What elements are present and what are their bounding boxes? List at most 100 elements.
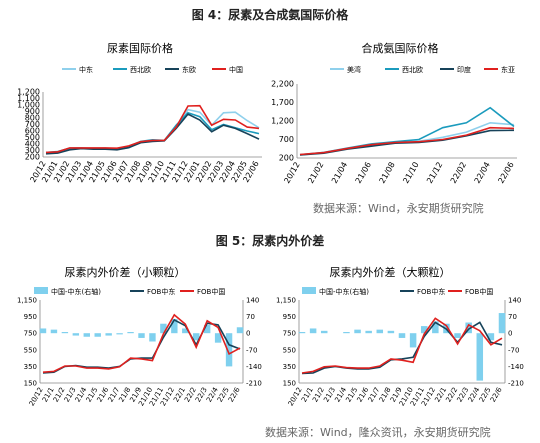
chart-title: 尿素内外价差（小颗粒） xyxy=(65,265,186,279)
series-line xyxy=(42,313,241,373)
series-line xyxy=(42,318,241,374)
y-tick-label: 400 xyxy=(25,140,40,149)
y2-tick-label: 70 xyxy=(508,313,517,321)
x-tick-label: 21/10 xyxy=(401,161,420,185)
bar xyxy=(225,333,233,367)
bar xyxy=(398,333,406,338)
y-tick-label: 750 xyxy=(24,330,37,338)
y2-tick-label: -70 xyxy=(246,346,257,354)
y-tick-label: 1,200 xyxy=(271,117,294,126)
bar xyxy=(105,333,112,336)
bar xyxy=(476,333,484,381)
y-tick-label: 1,150 xyxy=(276,297,296,305)
bar xyxy=(454,333,461,338)
legend-swatch xyxy=(302,287,316,294)
bar xyxy=(309,328,317,334)
y-tick-label: 200 xyxy=(25,153,40,162)
x-tick-label: 21/04 xyxy=(330,161,349,185)
x-tick-label: 22/6 xyxy=(489,386,504,404)
y-tick-label: 700 xyxy=(25,120,40,129)
y-tick-label: 750 xyxy=(283,330,296,338)
bar xyxy=(487,333,495,341)
x-tick-label: 21/08 xyxy=(378,161,397,185)
y-tick-label: 200 xyxy=(279,154,294,163)
figure-4-source: 数据来源：Wind，永安期货研究院 xyxy=(313,202,484,215)
series-line xyxy=(299,106,515,156)
legend-label: FOB中国 xyxy=(197,287,225,296)
y-tick-label: 150 xyxy=(24,380,37,388)
legend-label: 东欧 xyxy=(182,65,196,74)
legend-label: 中国 xyxy=(229,65,243,74)
x-tick-label: 22/06 xyxy=(496,161,515,185)
x-tick-label: 21/12 xyxy=(425,161,444,185)
bar xyxy=(116,333,123,335)
bar xyxy=(160,323,167,334)
legend-label: 美湾 xyxy=(347,65,361,74)
y-tick-label: 150 xyxy=(283,380,296,388)
bar xyxy=(94,333,101,337)
bar xyxy=(182,328,189,334)
legend-label: FOB中东 xyxy=(417,287,445,296)
chart-title: 合成氨国际价格 xyxy=(362,41,439,55)
y-tick-label: 1,200 xyxy=(17,88,40,97)
y2-tick-label: -140 xyxy=(246,363,262,371)
legend-label: 东亚 xyxy=(501,65,515,74)
bar xyxy=(365,330,372,334)
chart-urea-spread-small: 尿素内外价差（小颗粒） 中国-中东(右轴) FOB中东 FOB中国 150 350 550 7… xyxy=(17,265,262,407)
bar xyxy=(39,328,47,334)
y2-tick-label: -140 xyxy=(508,363,524,371)
y-tick-label: 800 xyxy=(25,114,40,123)
series-line xyxy=(301,317,503,374)
bar xyxy=(203,324,211,334)
chart-urea-spread-large: 尿素内外价差（大颗粒） 中国-中东(右轴) FOB中东 FOB中国 150 350 550 7… xyxy=(276,265,524,407)
bar xyxy=(138,333,145,338)
y-tick-label: 700 xyxy=(279,135,294,144)
y-tick-label: 950 xyxy=(24,313,37,321)
bar xyxy=(214,333,222,343)
bar xyxy=(409,333,417,348)
bar xyxy=(298,332,306,334)
legend-label: 西北欧 xyxy=(402,65,423,74)
bar xyxy=(387,330,395,334)
legend-label: 中国-中东(右轴) xyxy=(51,287,101,296)
y-tick-label: 900 xyxy=(25,107,40,116)
x-tick-label: 20/12 xyxy=(282,161,301,185)
legend-label: 中国-中东(右轴) xyxy=(319,287,369,296)
y2-tick-label: -210 xyxy=(508,380,524,388)
y2-tick-label: 140 xyxy=(246,297,259,305)
bar xyxy=(320,330,328,334)
bar xyxy=(171,318,178,334)
series-line xyxy=(45,104,260,154)
bar xyxy=(432,321,439,334)
series-line xyxy=(45,108,260,155)
y2-tick-label: 0 xyxy=(508,330,512,338)
y-tick-label: 600 xyxy=(25,127,40,136)
y-tick-label: 500 xyxy=(25,133,40,142)
x-tick-label: 22/04 xyxy=(473,161,492,185)
x-tick-label: 21/06 xyxy=(354,161,373,185)
legend-label: 印度 xyxy=(457,65,471,74)
figure-4-title: 图 4：尿素及合成氨国际价格 xyxy=(191,8,349,22)
y2-tick-label: -210 xyxy=(246,380,262,388)
bar xyxy=(149,333,156,342)
bar xyxy=(193,333,200,341)
bar xyxy=(127,332,134,334)
y-tick-label: 1,150 xyxy=(17,297,37,305)
y-tick-label: 350 xyxy=(24,363,37,371)
legend-label: FOB中国 xyxy=(465,287,493,296)
bar xyxy=(376,329,384,334)
chart-title: 尿素内外价差（大颗粒） xyxy=(330,265,451,279)
legend-swatch xyxy=(34,287,48,294)
y-tick-label: 2,200 xyxy=(271,80,294,89)
bar xyxy=(50,329,58,334)
series-line xyxy=(299,126,515,156)
bar xyxy=(420,326,428,334)
y-tick-label: 1,700 xyxy=(271,98,294,107)
bar xyxy=(354,329,361,334)
figure-5-title: 图 5：尿素内外价差 xyxy=(215,234,325,248)
legend-label: 西北欧 xyxy=(130,65,151,74)
y-tick-label: 350 xyxy=(283,363,296,371)
